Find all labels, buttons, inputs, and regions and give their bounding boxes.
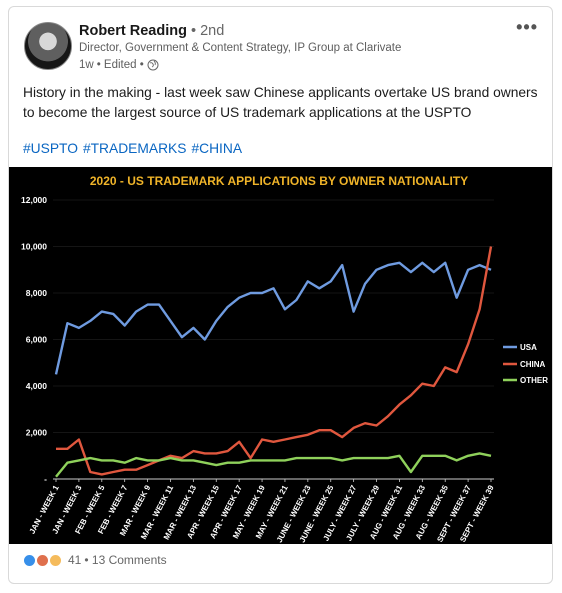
hashtag-link[interactable]: #TRADEMARKS — [82, 141, 187, 156]
y-tick-label: 8,000 — [26, 288, 48, 298]
post-image-chart[interactable]: 2020 - US TRADEMARK APPLICATIONS BY OWNE… — [9, 167, 552, 544]
connection-degree: • 2nd — [190, 23, 225, 39]
series-line-other — [55, 452, 492, 478]
y-tick-label: - — [44, 474, 47, 484]
series-line-usa — [54, 261, 492, 375]
y-tick-label: 2,000 — [26, 428, 48, 438]
author-row: Robert Reading • 2nd — [79, 23, 224, 39]
legend-label: USA — [520, 343, 537, 352]
author-name[interactable]: Robert Reading — [79, 23, 187, 39]
avatar[interactable] — [24, 22, 72, 70]
more-options-icon[interactable]: ••• — [516, 17, 538, 37]
legend-label: OTHER — [520, 376, 548, 385]
chart-title: 2020 - US TRADEMARK APPLICATIONS BY OWNE… — [90, 174, 468, 188]
post-meta: 1w • Edited • — [79, 59, 159, 71]
y-tick-label: 6,000 — [26, 335, 48, 345]
celebrate-reaction-icon — [36, 553, 49, 567]
post-card: Robert Reading • 2nd Director, Governmen… — [8, 6, 553, 584]
comment-count[interactable]: • 13 Comments — [84, 553, 167, 567]
line-chart: 2020 - US TRADEMARK APPLICATIONS BY OWNE… — [21, 174, 548, 544]
social-counts[interactable]: 41 • 13 Comments — [23, 553, 167, 567]
y-tick-label: 10,000 — [21, 242, 47, 252]
insightful-reaction-icon — [49, 553, 62, 567]
y-tick-label: 4,000 — [26, 381, 48, 391]
edited-label: • Edited • — [96, 59, 144, 71]
post-time: 1w — [79, 59, 94, 71]
post-text: History in the making - last week saw Ch… — [23, 85, 538, 120]
y-tick-label: 12,000 — [21, 195, 47, 205]
series-line-china — [56, 246, 493, 476]
reaction-count[interactable]: 41 — [68, 553, 82, 567]
hashtag-list: #USPTO #TRADEMARKS #CHINA — [23, 141, 247, 156]
author-headline: Director, Government & Content Strategy,… — [79, 42, 402, 54]
legend-label: CHINA — [520, 360, 546, 369]
globe-icon — [147, 59, 159, 71]
like-reaction-icon — [23, 553, 36, 567]
hashtag-link[interactable]: #CHINA — [191, 141, 243, 156]
hashtag-link[interactable]: #USPTO — [23, 141, 78, 156]
